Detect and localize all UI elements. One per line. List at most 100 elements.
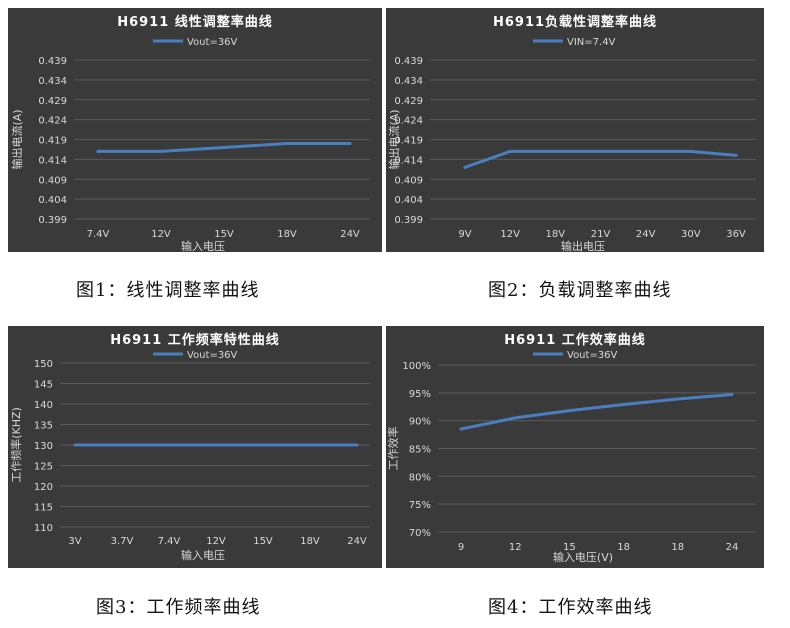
- legend-label: Vout=36V: [187, 37, 238, 48]
- data-point: [222, 145, 226, 149]
- x-tick-label: 3V: [68, 536, 81, 547]
- y-tick-label: 0.404: [38, 195, 67, 206]
- y-axis-title: 输出电流(A): [387, 109, 401, 169]
- data-point: [120, 443, 124, 447]
- chart-title: H6911 工作效率曲线: [504, 332, 646, 348]
- data-point: [167, 443, 171, 447]
- y-tick-label: 110: [34, 523, 53, 534]
- x-axis-title: 输入电压: [181, 239, 225, 252]
- data-point: [553, 149, 557, 153]
- y-tick-label: 150: [34, 359, 53, 370]
- x-tick-label: 24V: [636, 229, 656, 240]
- y-tick-label: 0.429: [394, 96, 423, 107]
- y-axis-title: 工作频率(KHZ): [9, 407, 23, 483]
- chart-2: H6911负载性调整率曲线 VIN=7.4V 0.399 0.404 0.409 0.41…: [387, 14, 756, 252]
- x-tick-label: 18V: [277, 229, 297, 240]
- x-tick-label: 12V: [500, 229, 520, 240]
- y-tick-label: 90%: [409, 417, 431, 428]
- legend-label: VIN=7.4V: [567, 37, 616, 48]
- figure-caption-3: 图3：工作频率曲线: [96, 597, 261, 618]
- y-tick-label: 0.434: [38, 76, 67, 87]
- data-point: [96, 149, 100, 153]
- y-tick-label: 120: [34, 482, 53, 493]
- y-tick-label: 0.439: [38, 56, 67, 67]
- data-point: [348, 141, 352, 145]
- x-tick-label: 12V: [206, 536, 226, 547]
- chart-panel-2: H6911负载性调整率曲线 VIN=7.4V 0.399 0.404 0.409 0.41…: [386, 8, 764, 252]
- x-axis-title: 输入电压: [181, 548, 225, 562]
- chart-panel-1: H6911 线性调整率曲线 Vout=36V 0.399 0.404 0.409 0.41…: [8, 8, 382, 252]
- data-point: [73, 443, 77, 447]
- x-tick-label: 15: [563, 542, 576, 553]
- y-axis-title: 工作效率: [386, 427, 400, 471]
- chart-title: H6911 工作频率特性曲线: [110, 332, 280, 348]
- data-point: [261, 443, 265, 447]
- y-tick-label: 0.409: [394, 175, 423, 186]
- y-tick-label: 95%: [409, 389, 431, 400]
- figure-caption-4: 图4：工作效率曲线: [488, 597, 653, 618]
- chart-panel-4: H6911 工作效率曲线 Vout=36V 70% 75% 80% 85% 90% 95% 10…: [386, 326, 764, 568]
- data-point: [567, 409, 571, 413]
- data-point: [689, 149, 693, 153]
- y-tick-label: 0.399: [38, 215, 67, 226]
- legend-label: Vout=36V: [567, 350, 618, 361]
- y-tick-label: 0.429: [38, 96, 67, 107]
- x-tick-label: 3.7V: [111, 536, 134, 547]
- data-point: [734, 153, 738, 157]
- x-tick-label: 9: [458, 542, 464, 553]
- x-tick-label: 24: [726, 542, 739, 553]
- y-tick-label: 0.414: [38, 155, 67, 166]
- x-tick-label: 24V: [340, 229, 360, 240]
- y-tick-label: 0.439: [394, 56, 423, 67]
- data-point: [459, 427, 463, 431]
- data-point: [622, 403, 626, 407]
- y-tick-label: 140: [34, 400, 53, 411]
- x-axis-title: 输入电压(V): [553, 550, 613, 564]
- data-point: [463, 165, 467, 169]
- data-point: [644, 149, 648, 153]
- y-tick-label: 85%: [409, 445, 431, 456]
- y-tick-label: 80%: [409, 472, 431, 483]
- x-tick-label: 18: [617, 542, 630, 553]
- data-point: [508, 149, 512, 153]
- x-tick-label: 7.4V: [158, 536, 181, 547]
- chart-panel-3: H6911 工作频率特性曲线 Vout=36V 110 115 120 125 130 135…: [8, 326, 382, 568]
- y-tick-label: 0.424: [394, 116, 423, 127]
- y-tick-label: 0.409: [38, 175, 67, 186]
- data-point: [159, 149, 163, 153]
- data-point: [214, 443, 218, 447]
- x-tick-label: 9V: [458, 229, 471, 240]
- x-tick-label: 21V: [591, 229, 611, 240]
- chart-1: H6911 线性调整率曲线 Vout=36V 0.399 0.404 0.409 0.41…: [10, 14, 370, 252]
- data-point: [355, 443, 359, 447]
- y-tick-label: 145: [34, 380, 53, 391]
- x-tick-label: 12: [509, 542, 522, 553]
- y-tick-label: 0.424: [38, 116, 67, 127]
- y-tick-label: 75%: [409, 500, 431, 511]
- y-tick-label: 0.419: [394, 136, 423, 147]
- data-point: [599, 149, 602, 153]
- series-line: [459, 393, 734, 431]
- data-point: [308, 443, 312, 447]
- y-tick-label: 0.414: [394, 155, 423, 166]
- data-point: [730, 393, 734, 397]
- x-tick-label: 18V: [546, 229, 566, 240]
- x-axis-title: 输出电压: [561, 239, 605, 252]
- y-tick-label: 0.419: [38, 136, 67, 147]
- legend-label: Vout=36V: [187, 350, 238, 361]
- y-tick-label: 0.399: [394, 215, 423, 226]
- chart-title: H6911负载性调整率曲线: [493, 14, 657, 30]
- chart-4: H6911 工作效率曲线 Vout=36V 70% 75% 80% 85% 90% 95% 10…: [386, 332, 756, 564]
- x-tick-label: 15V: [214, 229, 234, 240]
- x-tick-label: 24V: [347, 536, 367, 547]
- x-tick-label: 18V: [300, 536, 320, 547]
- x-tick-label: 15V: [253, 536, 273, 547]
- x-tick-label: 18: [671, 542, 684, 553]
- x-tick-label: 7.4V: [87, 229, 110, 240]
- y-tick-label: 125: [34, 462, 53, 473]
- y-tick-label: 0.404: [394, 195, 423, 206]
- data-point: [285, 141, 289, 145]
- y-tick-label: 0.434: [394, 76, 423, 87]
- y-tick-label: 115: [34, 503, 53, 514]
- x-tick-label: 36V: [726, 229, 746, 240]
